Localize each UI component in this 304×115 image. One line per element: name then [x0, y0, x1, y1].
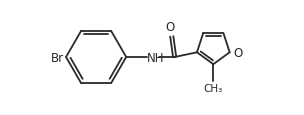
Text: NH: NH	[147, 51, 164, 64]
Text: Br: Br	[51, 51, 64, 64]
Text: CH₃: CH₃	[204, 83, 223, 93]
Text: O: O	[166, 21, 175, 34]
Text: O: O	[233, 46, 243, 59]
